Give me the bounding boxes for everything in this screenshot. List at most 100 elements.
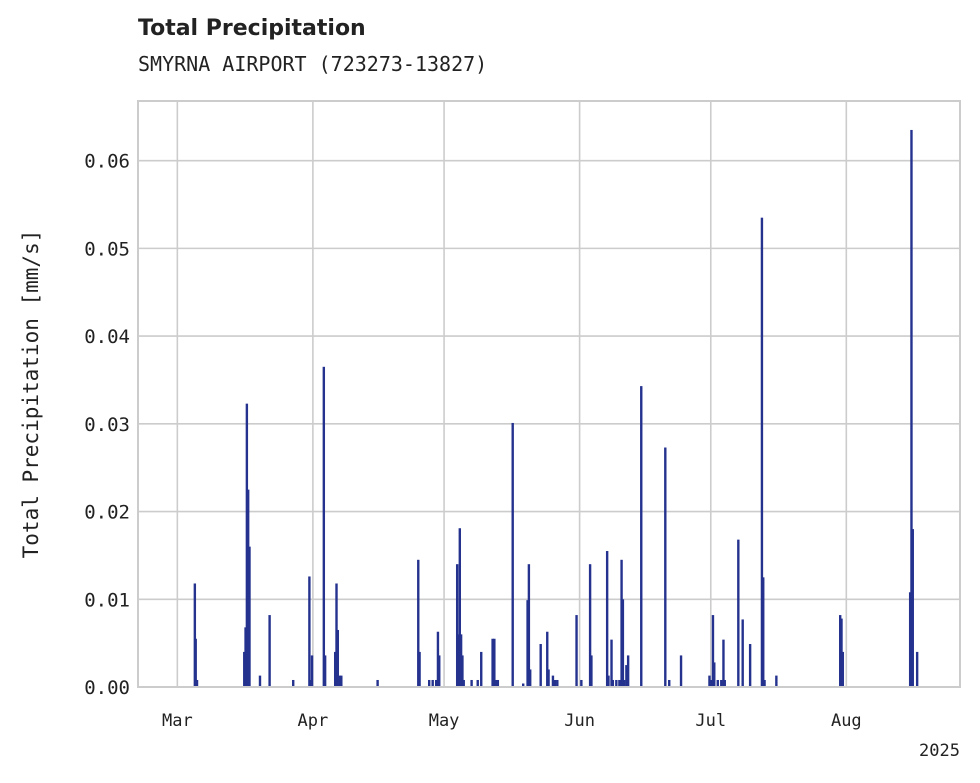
- precip-bar: [494, 679, 498, 687]
- precip-bar: [841, 651, 845, 687]
- x-tick-label: Jul: [695, 711, 726, 731]
- precip-bar: [840, 618, 843, 687]
- precip-bar: [461, 655, 464, 687]
- precip-bar: [640, 386, 643, 687]
- y-tick-label: 0.05: [84, 238, 130, 260]
- precip-bar: [710, 679, 713, 687]
- precip-bar: [679, 655, 683, 687]
- precip-bar: [417, 559, 420, 687]
- precip-bar: [760, 217, 764, 687]
- precip-bar: [308, 576, 311, 687]
- precip-bar: [546, 631, 549, 687]
- precip-bar: [340, 675, 343, 687]
- precip-bar: [618, 679, 621, 687]
- x-tick-label: May: [429, 711, 460, 731]
- precip-bar: [322, 366, 326, 687]
- y-tick-label: 0.02: [84, 502, 130, 524]
- x-tick-label: Mar: [162, 711, 193, 731]
- precip-bar: [668, 679, 671, 687]
- precip-bar: [245, 403, 249, 687]
- x-axis-ticks: Mar Apr May Jun Jul Aug: [162, 711, 862, 731]
- y-tick-label: 0.00: [84, 677, 130, 699]
- precip-bar: [716, 679, 719, 687]
- precip-bar: [244, 627, 247, 687]
- precip-bar: [528, 669, 532, 687]
- precip-bar: [575, 615, 578, 687]
- precip-bar: [333, 651, 337, 687]
- x-tick-label: Jun: [564, 711, 595, 731]
- precip-bar: [762, 577, 765, 687]
- precip-bar: [310, 655, 314, 687]
- y-axis-label: Total Precipitation [mm/s]: [19, 230, 43, 559]
- precip-bar: [335, 583, 338, 687]
- precip-bar: [708, 675, 711, 687]
- precip-bar: [664, 447, 667, 687]
- precip-bar: [427, 679, 431, 687]
- precip-bar: [623, 679, 626, 687]
- precip-bar: [915, 651, 919, 687]
- y-tick-label: 0.04: [84, 326, 130, 348]
- precip-bar: [434, 679, 438, 687]
- precip-bar: [539, 644, 542, 687]
- precip-bar: [268, 615, 271, 687]
- precip-bar: [605, 551, 609, 687]
- precip-bar: [711, 615, 715, 687]
- precip-bar: [723, 679, 726, 687]
- precip-bar: [459, 634, 463, 687]
- y-tick-label: 0.01: [84, 589, 130, 611]
- precip-bar: [248, 546, 251, 687]
- precip-bar: [511, 422, 514, 687]
- precip-bar: [522, 683, 525, 687]
- gridlines: [138, 101, 960, 688]
- precip-bar: [620, 559, 623, 687]
- precip-bar: [607, 675, 610, 687]
- precip-bar: [436, 631, 440, 687]
- precip-bar: [491, 638, 494, 687]
- precip-bar: [588, 564, 592, 687]
- y-tick-label: 0.06: [84, 151, 130, 173]
- precip-bar: [438, 655, 441, 687]
- precip-bar: [458, 528, 462, 687]
- y-tick-label: 0.03: [84, 414, 130, 436]
- precip-bar: [713, 662, 716, 687]
- precipitation-bars: [193, 129, 919, 687]
- plot-frame: [137, 100, 961, 688]
- x-tick-label: Aug: [831, 711, 862, 731]
- precip-bar: [527, 564, 531, 687]
- x-tick-label: Apr: [298, 711, 329, 731]
- precip-bar: [376, 679, 379, 687]
- precip-bar: [611, 679, 615, 687]
- precip-bar: [243, 651, 246, 687]
- precip-bar: [462, 679, 465, 687]
- precip-bar: [526, 600, 529, 687]
- precip-bar: [547, 669, 550, 687]
- precip-bar: [556, 679, 559, 687]
- precip-bar: [590, 655, 593, 687]
- precip-bar: [258, 675, 262, 687]
- chart-title: Total Precipitation: [138, 16, 366, 41]
- precip-bar: [309, 679, 312, 687]
- precip-bar: [610, 639, 613, 687]
- precip-bar: [626, 655, 630, 687]
- precip-bar: [323, 655, 327, 687]
- precip-bar: [625, 665, 628, 687]
- precip-bar: [741, 619, 744, 687]
- precip-bar: [496, 679, 500, 687]
- precip-bar: [838, 615, 842, 687]
- precip-bar: [615, 679, 618, 687]
- precip-bar: [418, 651, 421, 687]
- precip-bar: [911, 529, 914, 687]
- precip-bar: [493, 638, 496, 687]
- precip-bar: [195, 679, 199, 687]
- precip-bar: [748, 644, 752, 687]
- y-axis-ticks: 0.00 0.01 0.02 0.03 0.04 0.05 0.06: [84, 151, 130, 699]
- precip-bar: [480, 651, 483, 687]
- precip-bar: [775, 675, 778, 687]
- precip-bar: [908, 592, 912, 687]
- precip-bar: [246, 489, 250, 687]
- precip-bar: [551, 675, 555, 687]
- chart-subtitle: SMYRNA AIRPORT (723273-13827): [138, 52, 488, 76]
- precip-bar: [431, 679, 434, 687]
- precip-bar: [737, 539, 740, 687]
